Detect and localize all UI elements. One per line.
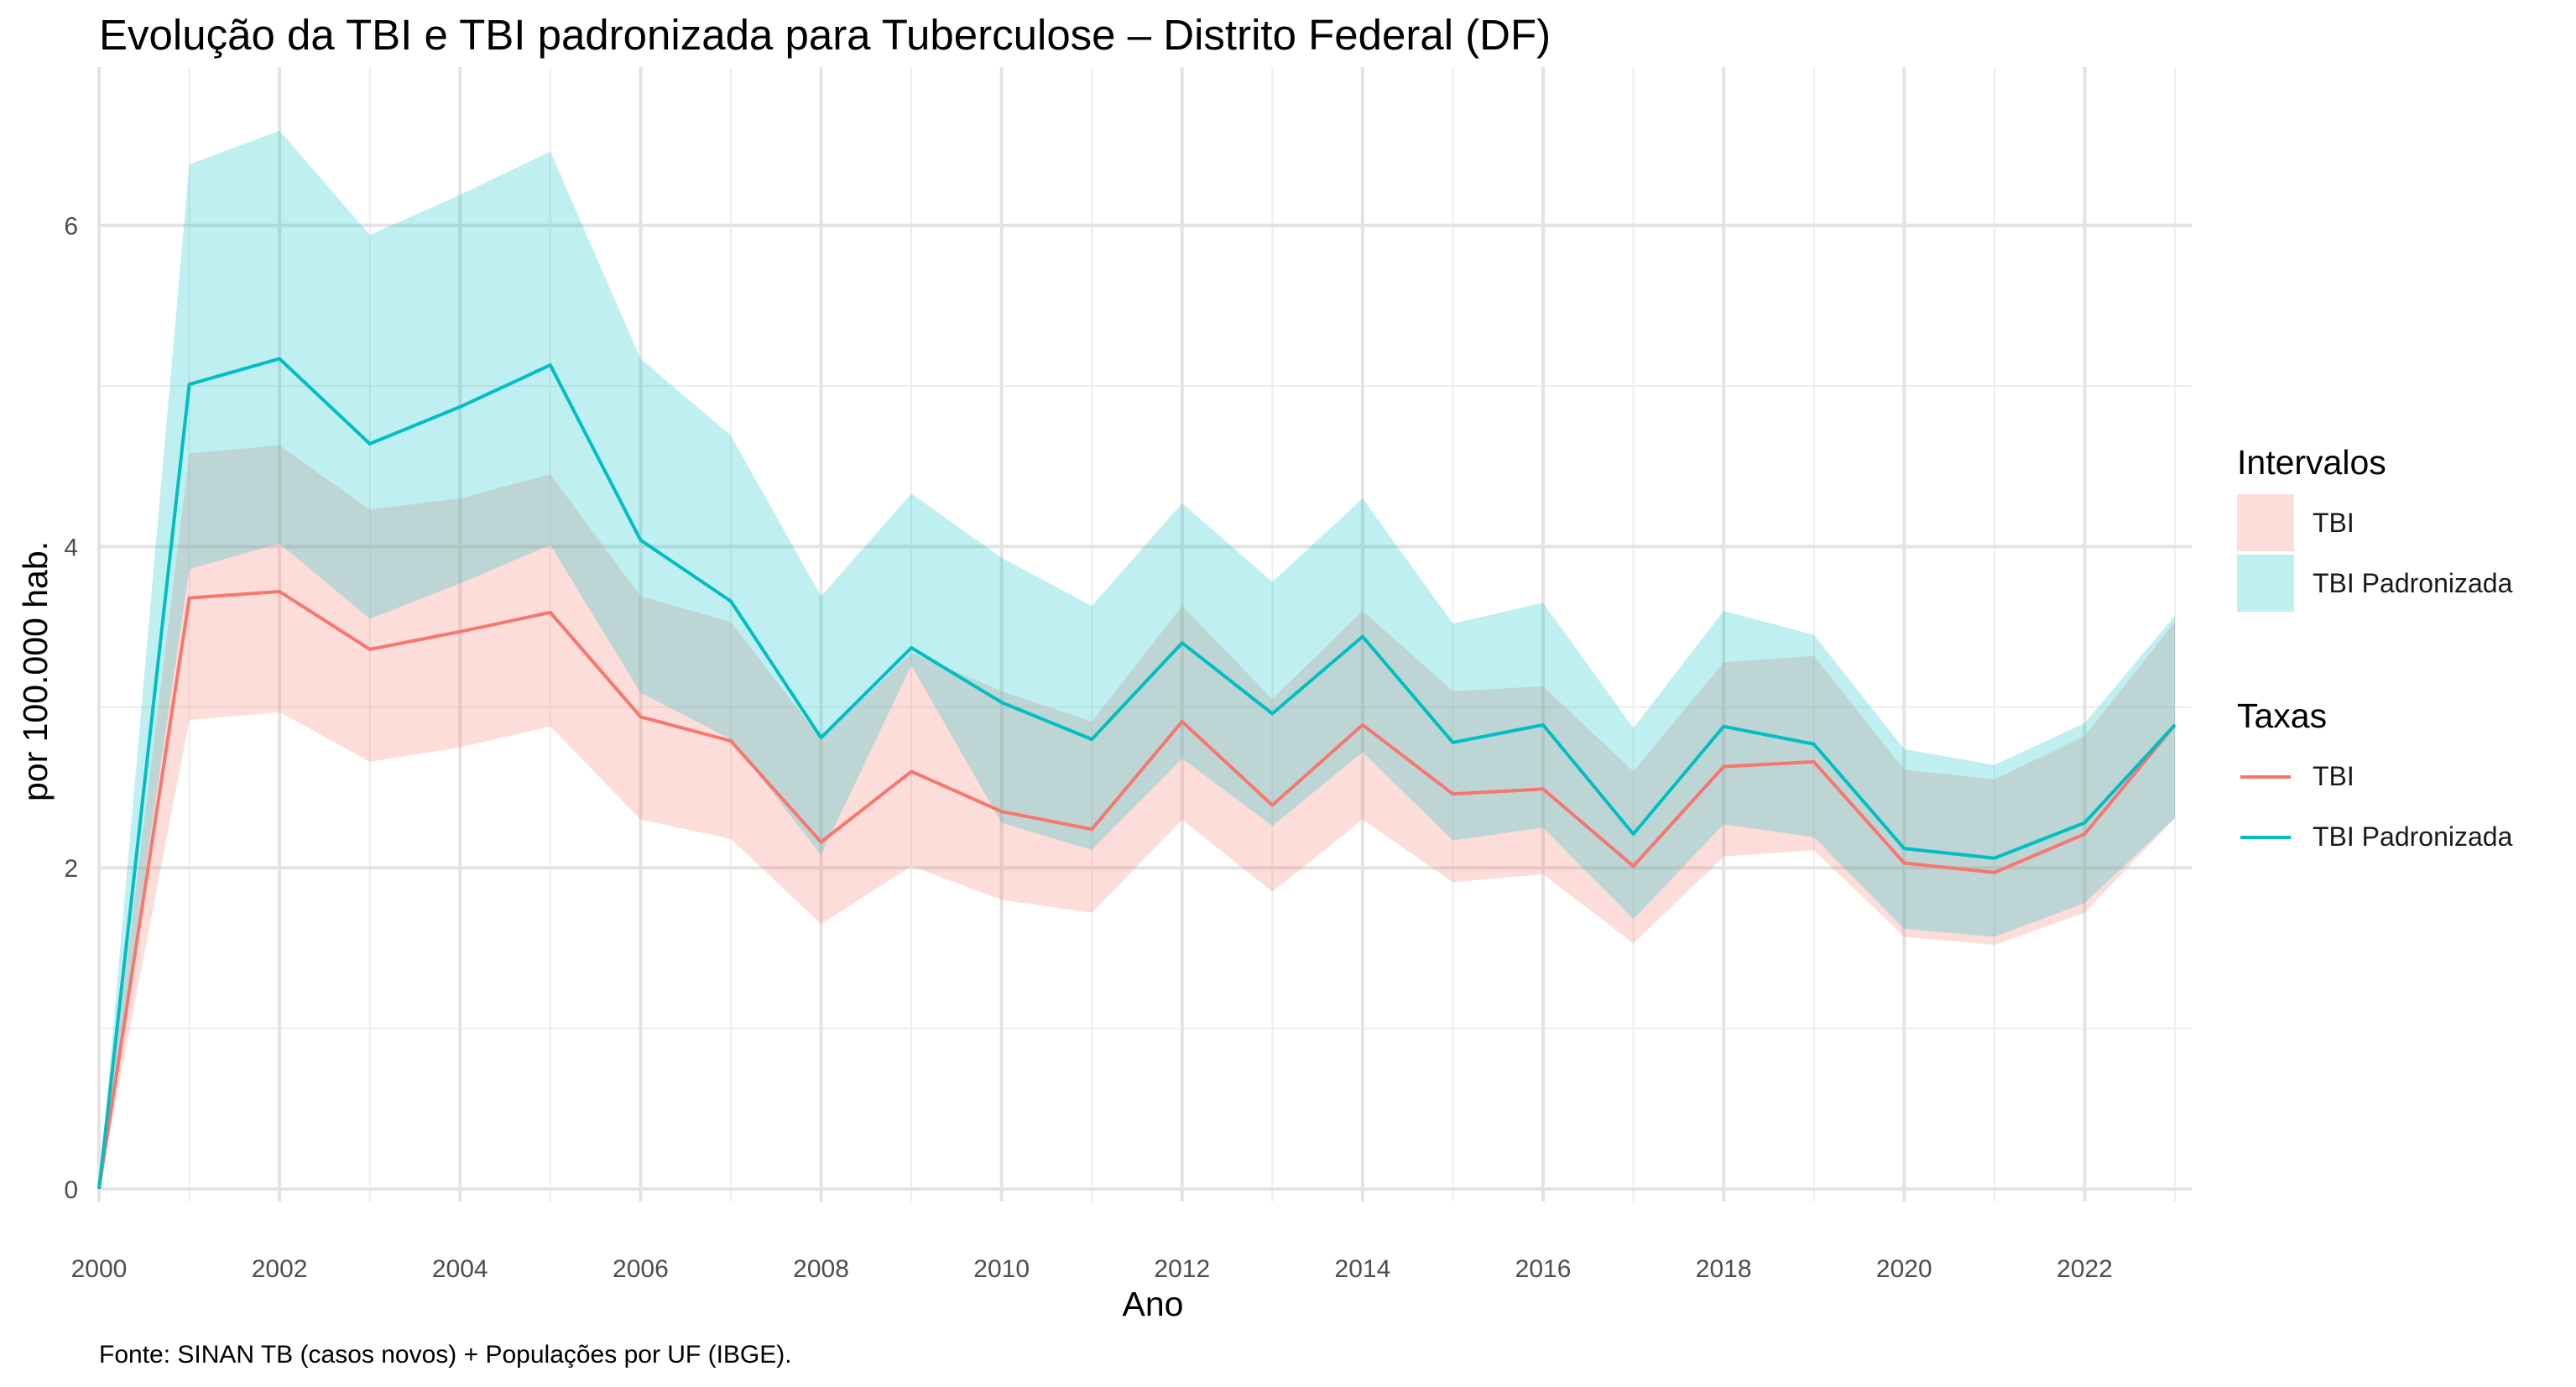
x-tick-label: 2006 xyxy=(613,1255,669,1283)
x-tick-label: 2000 xyxy=(71,1255,128,1283)
legend-label: TBI Padronizada xyxy=(2313,821,2513,852)
tick-layer: 2000 2002 2004 2006 2008 2010 2012 2014 2016 2018… xyxy=(64,213,2112,1283)
x-tick-label: 2014 xyxy=(1335,1255,1391,1283)
x-tick-label: 2004 xyxy=(432,1255,488,1283)
x-tick-label: 2010 xyxy=(973,1255,1030,1283)
legend-item: TBI Padronizada xyxy=(2237,553,2512,613)
legend-label: TBI xyxy=(2313,507,2354,538)
x-tick-label: 2020 xyxy=(1876,1255,1932,1283)
y-tick-label: 2 xyxy=(64,855,78,883)
x-tick-label: 2022 xyxy=(2057,1255,2113,1283)
line-tbi xyxy=(97,590,2177,1190)
y-tick-label: 4 xyxy=(64,534,78,561)
x-tick-label: 2012 xyxy=(1154,1255,1210,1283)
x-tick-label: 2016 xyxy=(1515,1255,1572,1283)
legend-intervals: Intervalos TBI TBI Padronizada xyxy=(2237,443,2512,613)
x-tick-label: 2008 xyxy=(793,1255,849,1283)
x-tick-label: 2018 xyxy=(1696,1255,1752,1283)
legend-line-key xyxy=(2237,808,2294,865)
legend-swatch xyxy=(2237,555,2294,612)
legend-label: TBI Padronizada xyxy=(2313,567,2513,598)
y-tick-label: 6 xyxy=(64,213,78,241)
y-axis-title: por 100.000 hab. xyxy=(16,541,55,801)
y-tick-label: 0 xyxy=(64,1176,78,1204)
legend-intervals-title: Intervalos xyxy=(2237,443,2386,482)
legend-label: TBI xyxy=(2313,760,2354,791)
x-axis-title: Ano xyxy=(1123,1285,1184,1323)
legend-rates-title: Taxas xyxy=(2237,696,2328,735)
ribbon-layer xyxy=(99,130,2175,1190)
legend-swatch xyxy=(2237,494,2294,551)
x-tick-label: 2002 xyxy=(252,1255,308,1283)
legend-item: TBI Padronizada xyxy=(2237,806,2512,867)
legend-line-key xyxy=(2237,748,2294,805)
ribbon-tbi-padronizada xyxy=(99,130,2175,1190)
grid-layer xyxy=(97,67,2192,1202)
legend-item: TBI xyxy=(2237,746,2512,806)
legend-item: TBI xyxy=(2237,493,2512,553)
caption: Fonte: SINAN TB (casos novos) + Populaçõ… xyxy=(99,1341,792,1369)
ribbon-tbi xyxy=(99,445,2175,1189)
line-layer xyxy=(97,357,2177,1190)
legend-rates: Taxas TBI TBI Padronizada xyxy=(2237,696,2512,867)
chart-title: Evolução da TBI e TBI padronizada para T… xyxy=(99,11,1551,59)
line-tbi-padronizada xyxy=(97,357,2177,1190)
